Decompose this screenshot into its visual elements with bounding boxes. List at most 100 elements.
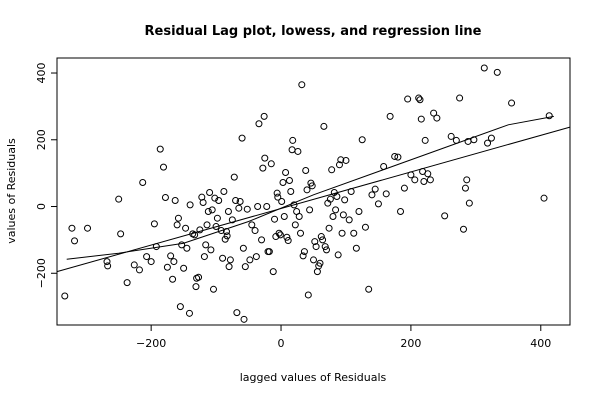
scatter-point — [276, 231, 284, 239]
scatter-point — [411, 176, 419, 184]
y-axis-label: values of Residuals — [5, 138, 18, 244]
scatter-point — [297, 229, 305, 237]
scatter-point — [463, 176, 471, 184]
scatter-point — [325, 224, 333, 232]
scatter-point — [460, 225, 468, 233]
scatter-point — [288, 146, 296, 154]
scatter-point — [308, 182, 316, 190]
scatter-point — [433, 114, 441, 122]
scatter-point — [300, 248, 308, 256]
scatter-point — [290, 201, 298, 209]
scatter-point — [282, 168, 290, 176]
scatter-point — [275, 229, 283, 237]
scatter-point — [415, 94, 423, 102]
scatter-point — [243, 205, 251, 213]
scatter-point — [186, 201, 194, 209]
scatter-point — [269, 268, 277, 276]
fit-lines — [56, 115, 571, 273]
scatter-point — [195, 273, 203, 281]
scatter-point — [338, 229, 346, 237]
scatter-point — [254, 203, 262, 211]
scatter-point — [328, 166, 336, 174]
scatter-point — [304, 291, 312, 299]
scatter-point — [239, 244, 247, 252]
scatter-point — [484, 139, 492, 147]
scatter-point — [337, 156, 345, 164]
scatter-point — [232, 197, 240, 205]
scatter-point — [456, 94, 464, 102]
scatter-point — [397, 208, 405, 216]
scatter-point — [174, 214, 182, 222]
scatter-point — [170, 258, 178, 266]
scatter-point — [171, 197, 179, 205]
scatter-point — [130, 261, 138, 269]
scatter-point — [271, 215, 279, 223]
scatter-point — [306, 206, 314, 214]
x-tick-label: −200 — [136, 337, 166, 350]
scatter-point — [260, 112, 268, 120]
x-tick-label: 400 — [530, 337, 551, 350]
scatter-point — [183, 244, 191, 252]
scatter-point — [230, 173, 238, 181]
scatter-point — [206, 189, 214, 197]
scatter-point — [248, 221, 256, 229]
scatter-point — [123, 279, 131, 287]
scatter-point — [176, 303, 184, 311]
chart-title: Residual Lag plot, lowess, and regressio… — [145, 24, 482, 39]
scatter-point — [233, 309, 241, 317]
scatter-point — [196, 226, 204, 234]
scatter-point — [421, 136, 429, 144]
scatter-point — [416, 96, 424, 104]
scatter-point — [317, 233, 325, 241]
scatter-point — [150, 220, 158, 228]
scatter-point — [299, 252, 307, 260]
scatter-point — [203, 221, 211, 229]
scatter-point — [361, 223, 369, 231]
x-tick-label: 200 — [400, 337, 421, 350]
scatter-point — [461, 184, 469, 192]
scatter-point — [447, 132, 455, 140]
scatter-point — [335, 161, 343, 169]
scatter-point — [261, 154, 269, 162]
scatter-point — [208, 206, 216, 214]
scatter-point — [103, 258, 111, 266]
scatter-point — [192, 283, 200, 291]
scatter-point — [295, 213, 303, 221]
y-tick-label: 200 — [35, 129, 48, 150]
scatter-point — [394, 153, 402, 161]
scatter-point — [289, 136, 297, 144]
scatter-point — [207, 246, 215, 254]
scatter-point — [316, 259, 324, 267]
scatter-point — [382, 190, 390, 198]
y-tick-label: −200 — [35, 258, 48, 288]
scatter-point — [215, 197, 223, 205]
scatter-point — [278, 198, 286, 206]
scatter-point — [115, 195, 123, 203]
scatter-point — [283, 233, 291, 241]
scatter-point — [365, 285, 373, 293]
scatter-point — [191, 231, 199, 239]
scatter-point — [117, 230, 125, 238]
scatter-point — [200, 253, 208, 261]
scatter-point — [342, 156, 350, 164]
scatter-point — [255, 120, 263, 128]
scatter-point — [279, 178, 287, 186]
scatter-point — [68, 224, 76, 232]
scatter-point — [224, 208, 232, 216]
scatter-point — [159, 163, 167, 171]
scatter-point — [173, 221, 181, 229]
scatter-point — [273, 189, 281, 197]
scatter-point — [267, 160, 275, 168]
scatter-point — [545, 112, 553, 120]
scatter-point — [180, 264, 188, 272]
scatter-point — [417, 115, 425, 123]
scatter-point — [252, 253, 260, 261]
scatter-point — [400, 184, 408, 192]
scatter-point — [217, 227, 225, 235]
scatter-point — [104, 262, 112, 270]
y-axis-ticks: −200 0 200 400 — [35, 63, 57, 288]
regression-line — [56, 126, 571, 273]
scatter-point — [404, 95, 412, 103]
scatter-point — [220, 188, 228, 195]
